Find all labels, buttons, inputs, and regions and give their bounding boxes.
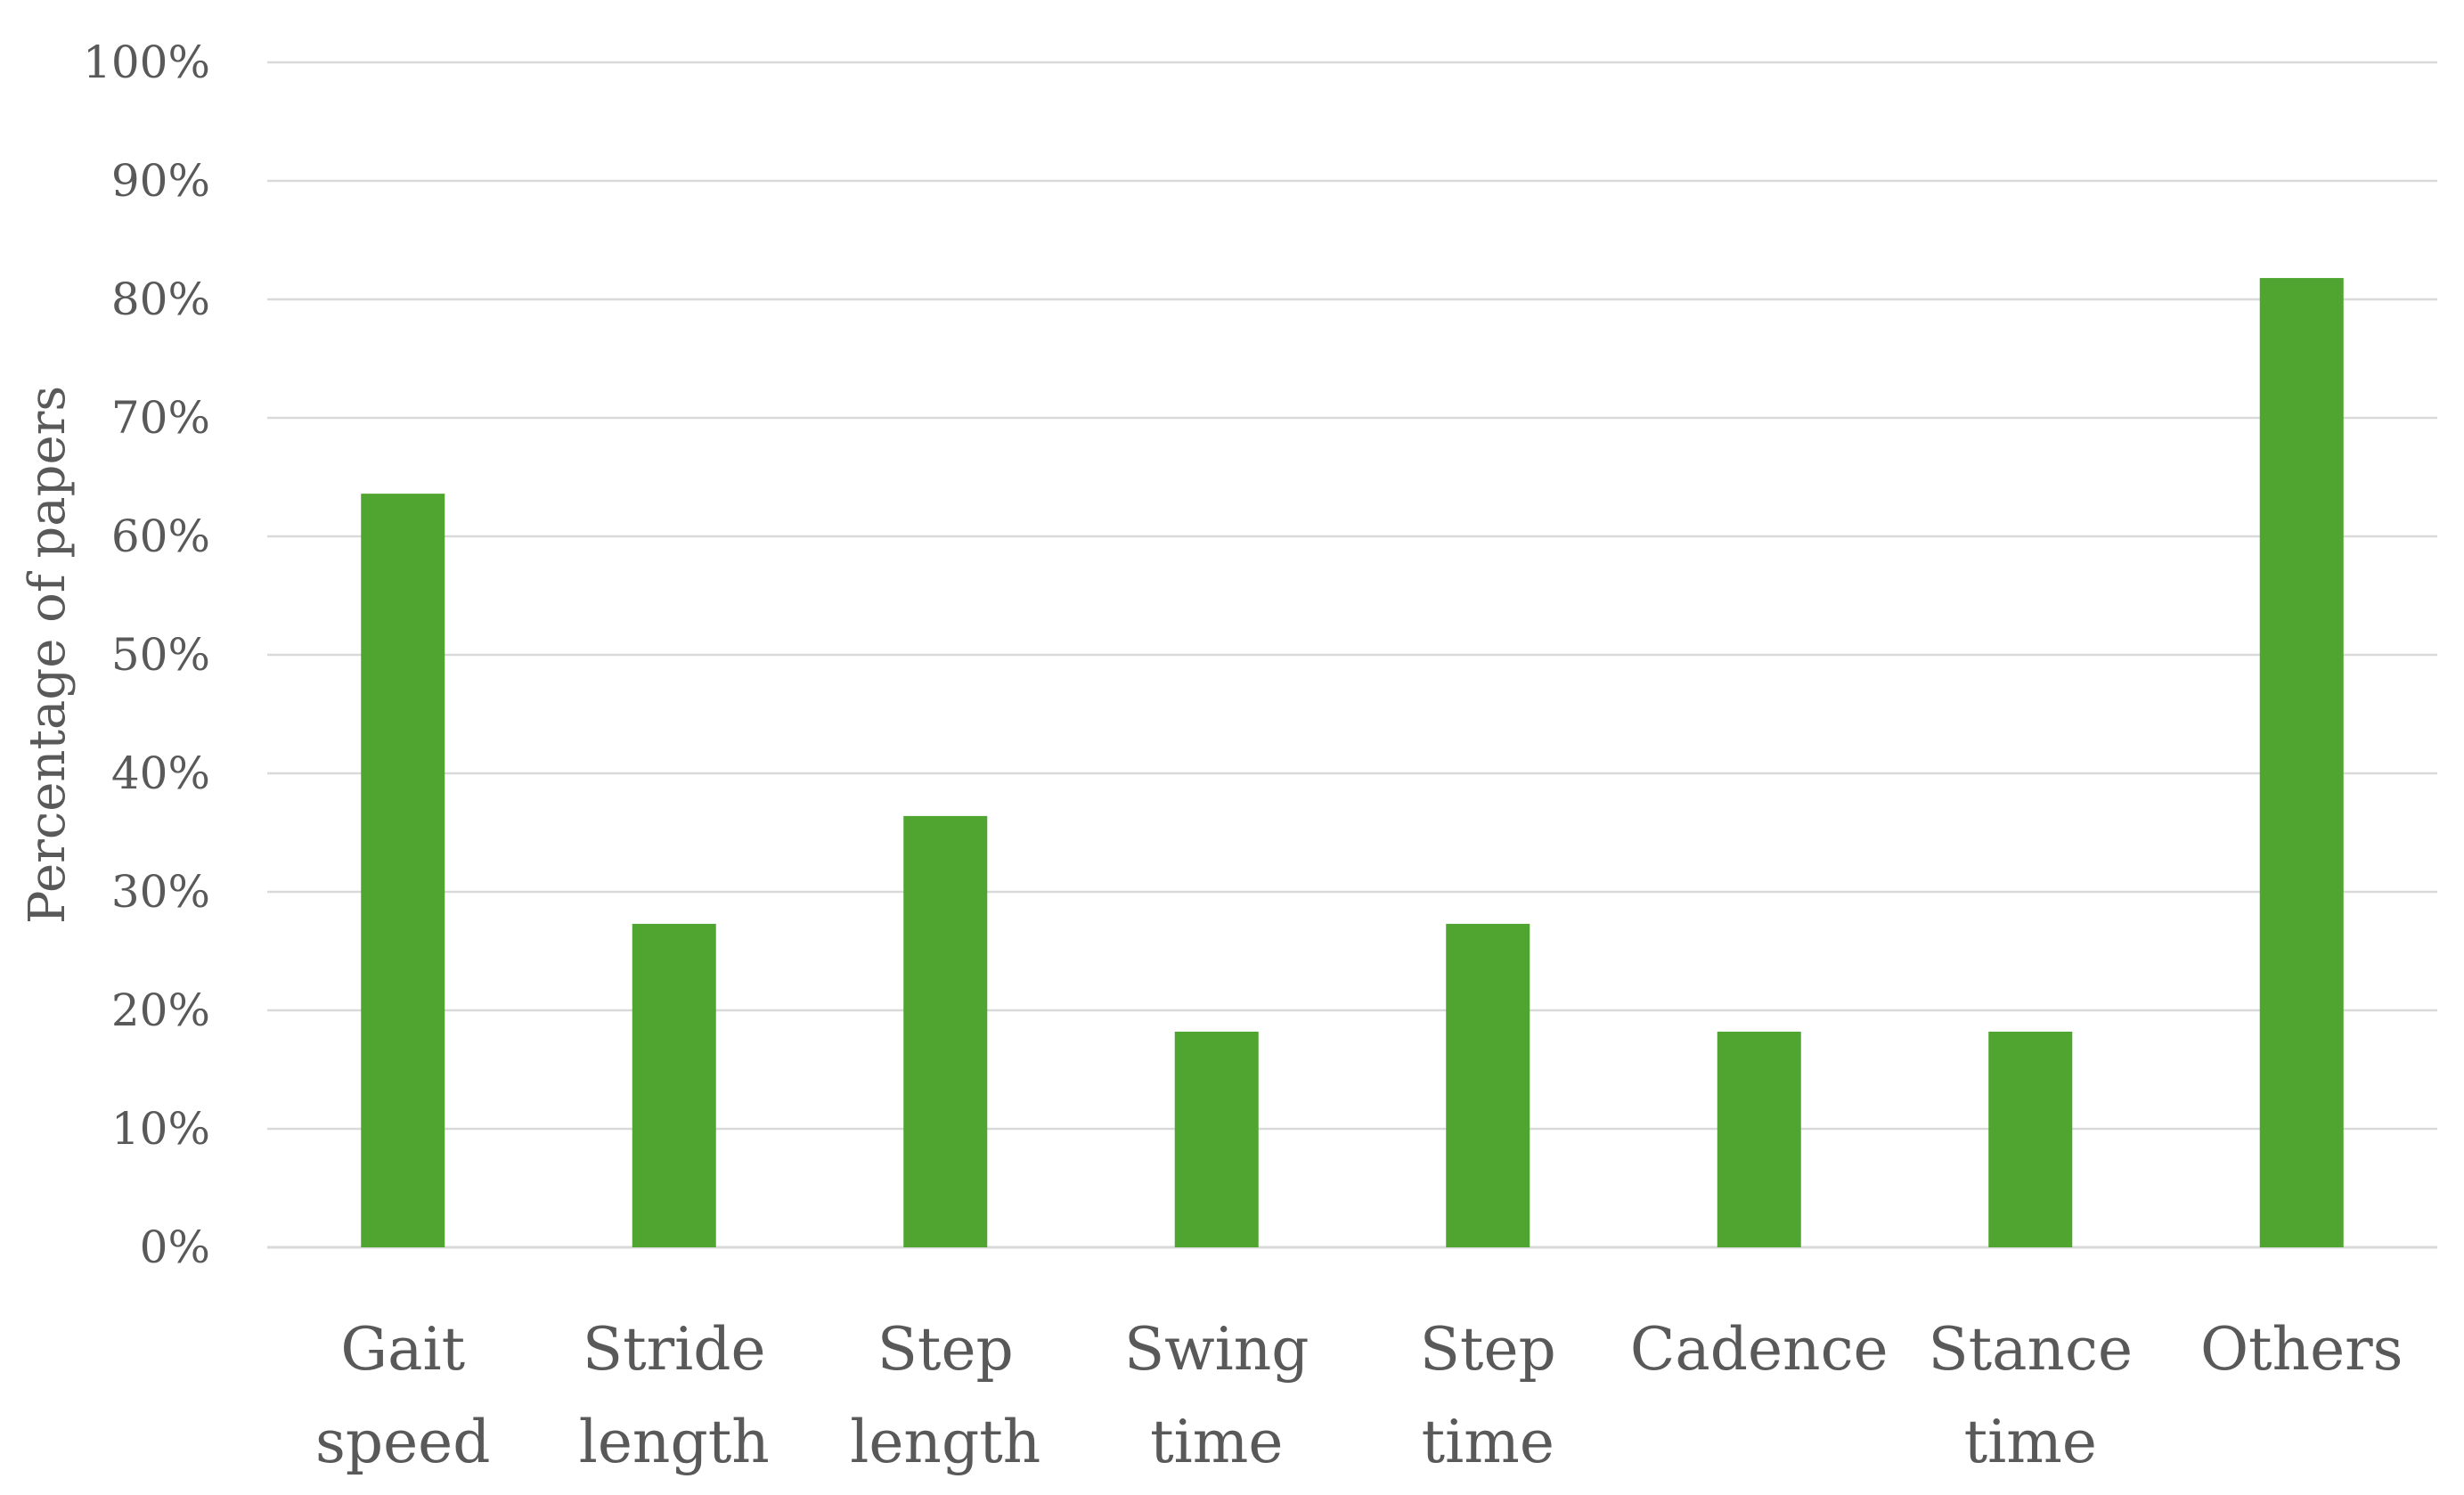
y-tick-label: 50% (111, 629, 210, 681)
bar (1988, 1031, 2073, 1247)
y-tick-label: 100% (83, 37, 210, 88)
x-category-label: Swing time (1124, 1315, 1310, 1476)
y-axis-title: Percentage of papers (19, 386, 77, 924)
y-tick-label: 80% (111, 274, 210, 325)
x-category-label: Others (2200, 1315, 2403, 1384)
x-category-label: Stance time (1928, 1315, 2133, 1476)
y-axis-ticks: 0% 10% 20% 30% 40% 50% 60% 70% 80% 90% 100% (83, 37, 210, 1273)
bar (2259, 278, 2344, 1247)
gridlines (267, 61, 2437, 1249)
bar (1717, 1031, 1801, 1247)
bar (361, 494, 445, 1247)
bar (1174, 1031, 1259, 1247)
x-category-label: Stride length (579, 1315, 770, 1476)
bar (632, 923, 716, 1247)
y-tick-label: 90% (111, 155, 210, 207)
y-tick-label: 40% (111, 748, 210, 799)
x-category-label: Cadence (1630, 1315, 1889, 1384)
y-tick-label: 10% (111, 1103, 210, 1155)
x-axis-categories: Gait speed Stride length Step length Swing time… (315, 1315, 2403, 1476)
x-category-label: Step time (1420, 1315, 1556, 1476)
x-category-label: Step length (850, 1315, 1040, 1476)
y-tick-label: 30% (111, 866, 210, 918)
x-category-label: Gait speed (315, 1315, 491, 1476)
bar (903, 815, 988, 1247)
bars (361, 278, 2344, 1247)
bar (1446, 923, 1530, 1247)
y-tick-label: 0% (140, 1221, 210, 1273)
y-tick-label: 70% (111, 392, 210, 444)
y-tick-label: 60% (111, 511, 210, 562)
y-tick-label: 20% (111, 984, 210, 1036)
